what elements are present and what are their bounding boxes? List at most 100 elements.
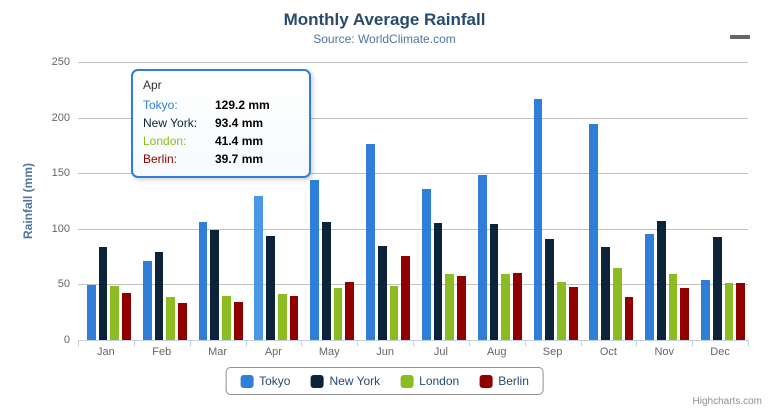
bar-new-york-dec[interactable] (712, 237, 722, 340)
bar-new-york-aug[interactable] (489, 224, 499, 340)
bar-london-sep[interactable] (557, 281, 566, 340)
bar-berlin-jul[interactable] (457, 276, 466, 340)
bar-berlin-nov[interactable] (680, 287, 690, 340)
x-axis-label-oct: Oct (599, 346, 617, 358)
bar-new-york-jan[interactable] (98, 247, 108, 340)
legend-swatch-icon (479, 374, 493, 388)
bar-tokyo-aug[interactable] (477, 174, 487, 340)
bar-new-york-nov[interactable] (657, 221, 666, 340)
bar-berlin-oct[interactable] (624, 296, 634, 340)
bar-berlin-aug[interactable] (512, 272, 522, 340)
x-axis-label-nov: Nov (654, 346, 675, 358)
bar-berlin-apr[interactable] (289, 295, 299, 340)
x-axis-tick (189, 341, 191, 346)
bar-tokyo-jan[interactable] (86, 284, 96, 340)
legend-item-berlin[interactable]: Berlin (479, 374, 529, 388)
bar-london-may[interactable] (333, 287, 343, 340)
x-axis-label-mar: Mar (208, 346, 228, 358)
tooltip-series-value: 129.2 mm (215, 98, 270, 112)
x-axis-label-may: May (318, 346, 340, 358)
bar-tokyo-apr[interactable] (254, 196, 264, 340)
y-axis-tick-label: 50 (57, 278, 70, 291)
bar-new-york-apr[interactable] (266, 236, 275, 340)
bar-london-jun[interactable] (389, 286, 399, 340)
legend-item-tokyo[interactable]: Tokyo (240, 374, 290, 388)
legend: Tokyo New York London Berlin (225, 367, 544, 395)
bar-london-nov[interactable] (668, 274, 678, 340)
chart-title: Monthly Average Rainfall (283, 10, 486, 29)
tooltip-row: New York: 93.4 mm (143, 114, 299, 132)
gridline (78, 62, 748, 63)
bar-london-dec[interactable] (724, 283, 734, 340)
legend-swatch-icon (400, 374, 414, 388)
plot-area (78, 62, 748, 340)
legend-label: Berlin (498, 374, 529, 388)
gridline (78, 173, 748, 175)
bar-london-feb[interactable] (166, 296, 175, 340)
x-axis-tick (301, 341, 303, 346)
tooltip: Apr Tokyo: 129.2 mm New York: 93.4 mm London… (131, 69, 311, 178)
bar-london-aug[interactable] (501, 273, 510, 340)
highcharts-credits-link[interactable]: Highcharts.com (692, 396, 762, 407)
bar-new-york-feb[interactable] (154, 252, 164, 340)
x-axis-tick (245, 341, 247, 346)
bar-berlin-dec[interactable] (736, 283, 746, 340)
bar-tokyo-jul[interactable] (421, 189, 431, 340)
y-axis-tick-label: 200 (51, 111, 70, 124)
export-menu-button[interactable] (730, 23, 750, 42)
bar-london-jul[interactable] (445, 274, 455, 340)
x-axis-label-jan: Jan (97, 346, 115, 358)
x-axis-label-jul: Jul (433, 346, 448, 358)
legend-item-london[interactable]: London (400, 374, 459, 388)
bar-new-york-sep[interactable] (545, 238, 555, 340)
gridline (78, 117, 748, 119)
y-axis-tick-label: 150 (51, 167, 70, 180)
x-axis-tick (468, 341, 470, 346)
bar-tokyo-feb[interactable] (142, 260, 152, 340)
y-axis-tick-label: 0 (63, 334, 70, 346)
x-axis-tick (692, 341, 694, 346)
tooltip-series-value: 39.7 mm (215, 152, 264, 166)
legend-label: Tokyo (259, 374, 291, 388)
bar-london-jan[interactable] (110, 285, 120, 340)
bar-new-york-oct[interactable] (601, 247, 610, 340)
bar-berlin-feb[interactable] (177, 303, 187, 340)
bar-berlin-may[interactable] (345, 281, 355, 340)
bar-london-mar[interactable] (222, 296, 231, 340)
bar-berlin-mar[interactable] (233, 301, 243, 340)
tooltip-series-name: Tokyo: (143, 98, 178, 112)
bar-new-york-jun[interactable] (377, 246, 387, 340)
bar-new-york-mar[interactable] (210, 230, 220, 340)
x-axis-tick (357, 341, 359, 346)
legend-item-new-york[interactable]: New York (310, 374, 380, 388)
bar-tokyo-may[interactable] (310, 179, 320, 340)
bar-new-york-may[interactable] (322, 222, 331, 340)
bar-berlin-jun[interactable] (401, 256, 411, 340)
x-axis-tick (78, 341, 79, 346)
bar-tokyo-nov[interactable] (645, 233, 655, 340)
tooltip-series-name: London: (143, 134, 187, 148)
bar-tokyo-dec[interactable] (701, 279, 710, 340)
bar-tokyo-jun[interactable] (366, 144, 375, 340)
bar-london-apr[interactable] (277, 293, 287, 340)
tooltip-series-value: 93.4 mm (215, 116, 264, 130)
tooltip-row: Berlin: 39.7 mm (143, 150, 299, 168)
x-axis-label-apr: Apr (264, 346, 282, 358)
bar-tokyo-oct[interactable] (589, 124, 599, 340)
bar-new-york-jul[interactable] (433, 223, 443, 340)
bar-london-oct[interactable] (612, 267, 622, 340)
bar-berlin-sep[interactable] (568, 287, 578, 340)
legend-swatch-icon (310, 374, 324, 388)
legend-swatch-icon (240, 374, 254, 388)
x-axis-tick (580, 341, 582, 346)
x-axis-line (78, 340, 749, 341)
chart-subtitle: Source: WorldClimate.com (313, 32, 456, 46)
tooltip-category: Apr (143, 78, 162, 92)
x-axis-label-aug: Aug (486, 346, 507, 358)
bar-tokyo-sep[interactable] (533, 99, 543, 340)
x-axis-tick (636, 341, 638, 346)
bar-berlin-jan[interactable] (122, 292, 131, 340)
x-axis-tick (748, 341, 749, 346)
bar-tokyo-mar[interactable] (198, 221, 208, 340)
